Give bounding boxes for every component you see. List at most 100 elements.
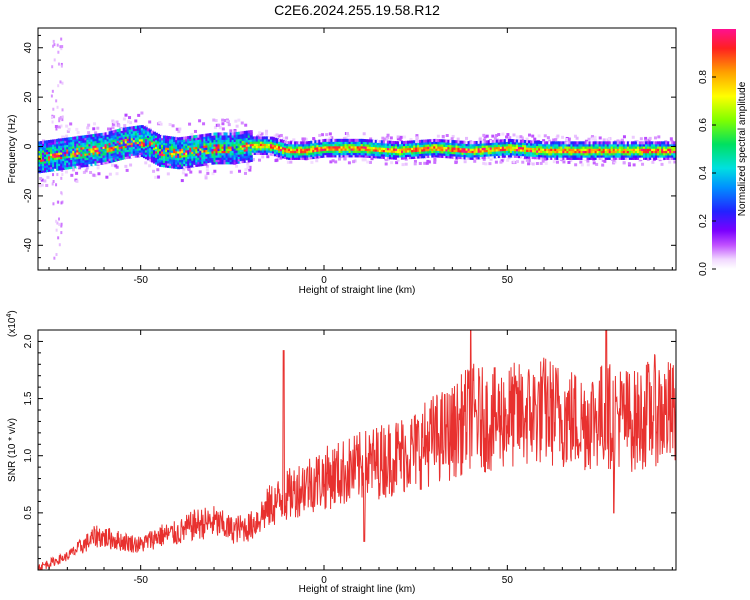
spectrogram-cell	[203, 156, 207, 160]
spectrogram-cell	[191, 159, 195, 163]
spectrogram-cell	[233, 156, 237, 160]
spectrogram-cell	[322, 139, 326, 143]
spectrogram-cell	[108, 137, 112, 141]
spectrogram-cell	[443, 141, 447, 145]
spectrogram-cell	[237, 118, 241, 122]
spectrogram-cell	[58, 140, 62, 144]
spectrogram-cell	[122, 149, 126, 153]
spectrogram-cell	[108, 133, 112, 137]
spectrogram-cell	[566, 154, 570, 158]
spectrogram-cell	[560, 156, 564, 160]
spectrogram-cell	[152, 142, 156, 146]
spectrogram-cell	[479, 147, 483, 151]
spectrogram-cell	[352, 149, 356, 153]
spectrogram-cell	[229, 150, 233, 154]
spectrogram-cell	[532, 142, 536, 146]
spectrogram-cell	[624, 143, 628, 147]
spectrogram-cell	[257, 151, 261, 155]
spectrogram-cell	[443, 152, 447, 156]
spectrogram-cell	[233, 141, 237, 145]
spectrogram-cell	[534, 142, 538, 146]
spectrogram-cell	[519, 153, 523, 157]
spectrogram-cell	[60, 191, 63, 195]
spectrogram-cell	[455, 153, 459, 157]
spectrogram-cell	[209, 135, 213, 139]
spectrogram-cell	[161, 148, 165, 152]
spectrogram-cell	[586, 145, 590, 149]
spectrogram-cell	[584, 143, 588, 147]
spectrogram-cell	[235, 158, 239, 162]
spectrogram-cell	[213, 161, 217, 165]
spectrogram-cell	[173, 141, 177, 145]
spectrogram-cell	[203, 140, 207, 144]
spectrogram-cell	[433, 158, 437, 162]
spectrogram-cell	[92, 156, 96, 160]
spectrogram-cell	[655, 141, 659, 145]
spectrogram-cell	[649, 154, 653, 158]
spectrogram-cell	[447, 141, 451, 145]
spectrogram-cell	[354, 147, 358, 151]
spectrogram-cell	[173, 156, 177, 160]
spectrogram-cell	[671, 141, 675, 145]
spectrogram-cell	[219, 141, 223, 145]
spectrogram-cell	[191, 137, 195, 141]
spectrogram-cell	[161, 161, 165, 165]
spectrogram-cell	[105, 175, 109, 179]
spectrogram-cell	[499, 148, 503, 152]
spectrogram-cell	[606, 148, 610, 152]
spectrogram-cell	[144, 138, 148, 142]
spectrogram-cell	[48, 139, 52, 143]
spectrogram-cell	[640, 152, 644, 156]
spectrogram-cell	[535, 162, 539, 166]
spectrogram-cell	[417, 155, 421, 159]
spectrogram-cell	[651, 145, 655, 149]
spectrogram-cell	[552, 160, 556, 164]
spectrogram-cell	[622, 152, 626, 156]
spectrogram-cell	[225, 150, 229, 154]
spectrogram-cell	[197, 163, 201, 167]
spectrogram-cell	[280, 141, 283, 145]
spectrogram-cell	[148, 164, 152, 168]
spectrogram-cell	[257, 145, 261, 149]
spectrogram-cell	[366, 148, 370, 152]
spectrogram-cell	[303, 137, 307, 141]
spectrogram-cell	[258, 131, 262, 135]
spectrogram-cell	[310, 142, 314, 146]
spectrogram-cell	[509, 145, 513, 149]
spectrogram-cell	[115, 172, 119, 176]
spectrogram-cell	[229, 132, 233, 136]
spectrogram-cell	[108, 144, 112, 148]
spectrogram-cell	[221, 161, 225, 165]
spectrogram-cell	[558, 156, 562, 160]
spectrogram-cell	[542, 139, 546, 143]
spectrogram-cell	[538, 145, 542, 149]
spectrogram-cell	[46, 151, 50, 155]
spectrogram-cell	[415, 140, 419, 144]
spectrogram-cell	[495, 134, 499, 138]
spectrogram-cell	[390, 143, 394, 147]
spectrogram-cell	[588, 150, 592, 154]
colorbar-tick-label: 0.0	[698, 262, 709, 276]
spectrogram-cell	[362, 145, 366, 149]
spectrogram-cell	[259, 136, 263, 140]
spectrogram-cell	[624, 148, 628, 152]
spectrogram-cell	[540, 145, 544, 149]
spectrogram-cell	[451, 155, 455, 159]
spectrogram-cell	[608, 156, 612, 160]
spectrogram-cell	[594, 141, 598, 145]
spectrogram-cell	[199, 149, 203, 153]
spectrogram-cell	[120, 139, 124, 143]
spectrogram-cell	[132, 150, 136, 154]
spectrogram-cell	[441, 134, 445, 138]
spectrogram-cell	[594, 143, 598, 147]
spectrogram-cell	[78, 164, 82, 168]
spectrogram-cell	[467, 147, 471, 151]
spectrogram-cell	[405, 156, 409, 160]
spectrogram-cell	[316, 142, 320, 146]
spectrogram-cell	[179, 146, 183, 150]
spectrogram-cell	[124, 156, 128, 160]
spectrogram-cell	[501, 150, 505, 154]
spectrogram-cell	[94, 162, 98, 166]
spectrogram-cell	[247, 145, 251, 149]
spectrogram-cell	[304, 150, 308, 154]
